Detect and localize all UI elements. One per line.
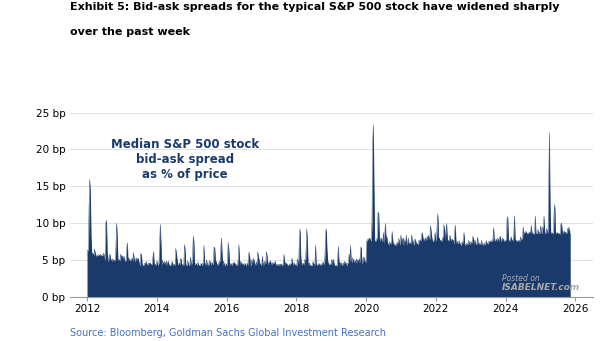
Text: Posted on: Posted on [502, 275, 540, 283]
Text: over the past week: over the past week [70, 27, 189, 37]
Text: Median S&P 500 stock
bid-ask spread
as % of price: Median S&P 500 stock bid-ask spread as %… [111, 138, 259, 181]
Text: Source: Bloomberg, Goldman Sachs Global Investment Research: Source: Bloomberg, Goldman Sachs Global … [70, 328, 385, 338]
Text: Exhibit 5: Bid-ask spreads for the typical S&P 500 stock have widened sharply: Exhibit 5: Bid-ask spreads for the typic… [70, 2, 559, 12]
Text: ISABELNET.com: ISABELNET.com [502, 283, 580, 292]
